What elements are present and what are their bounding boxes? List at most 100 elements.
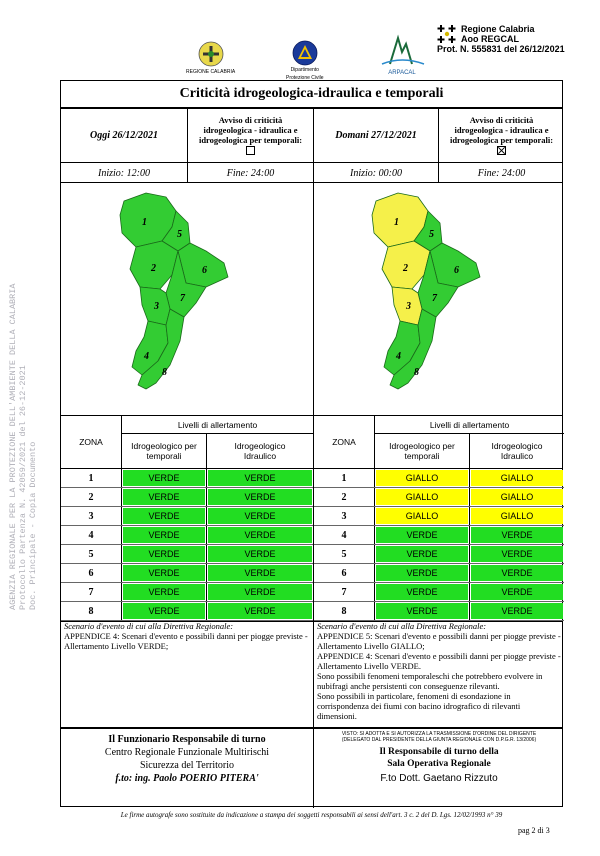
- tomorrow-zone-number: 5: [341, 548, 347, 560]
- tomorrow-map-label-4: 4: [395, 351, 401, 362]
- tomorrow-map-label-6: 6: [454, 265, 459, 276]
- tomorrow-map-label-5: 5: [429, 229, 434, 240]
- tomorrow-level-temporali: GIALLO: [376, 470, 468, 486]
- tomorrow-zone-map: 1 5 2 6 7 3 4 8: [371, 192, 481, 390]
- tomorrow-level-temporali: VERDE: [376, 603, 468, 619]
- tomorrow-scenario-text-2: APPENDICE 4: Scenari d'evento e possibil…: [317, 651, 561, 671]
- today-level-row-2: 2 VERDE VERDE: [61, 488, 313, 507]
- tomorrow-zone-number: 2: [341, 491, 347, 503]
- tomorrow-col1-header: Idrogeologico per temporali: [375, 434, 469, 468]
- tomorrow-level-row-1: 1 GIALLO GIALLO: [314, 469, 564, 488]
- today-map-label-1: 1: [142, 217, 147, 228]
- tomorrow-avviso-line-2: idrogeologica - idraulica e: [454, 125, 549, 135]
- tomorrow-map-zone-8: [389, 308, 437, 390]
- tomorrow-zone-number: 7: [341, 586, 347, 598]
- tomorrow-level-idraulico: GIALLO: [471, 489, 563, 505]
- tomorrow-level-idraulico: VERDE: [471, 565, 563, 581]
- operations-title-2: Sala Operativa Regionale: [387, 759, 491, 769]
- today-avviso: Avviso di criticità idrogeologica - idra…: [188, 109, 313, 161]
- regione-emblem-icon: [198, 41, 223, 67]
- today-map-zone-8: [137, 308, 185, 390]
- today-level-temporali: VERDE: [123, 508, 205, 524]
- tomorrow-level-temporali: VERDE: [376, 565, 468, 581]
- tomorrow-level-idraulico: VERDE: [471, 603, 563, 619]
- regione-crosses-icon: [437, 25, 456, 43]
- today-level-idraulico: VERDE: [208, 546, 312, 562]
- tomorrow-zone-header: ZONA: [332, 437, 356, 447]
- tomorrow-start: Inizio: 00:00: [350, 167, 402, 179]
- tomorrow-scenario: Scenario d'evento di cui alla Direttiva …: [317, 621, 561, 721]
- today-zone-number: 8: [88, 605, 94, 617]
- functionary-title: Il Funzionario Responsabile di turno: [108, 734, 266, 745]
- tomorrow-level-row-4: 4 VERDE VERDE: [314, 526, 564, 545]
- today-col2-line-1: Idrogeologico: [234, 441, 286, 451]
- today-map-label-5: 5: [177, 229, 182, 240]
- pc-caption-1: Dipartimento: [290, 67, 319, 73]
- tomorrow-zone-number: 6: [341, 567, 347, 579]
- today-map-label-2: 2: [150, 263, 156, 274]
- tomorrow-level-row-2: 2 GIALLO GIALLO: [314, 488, 564, 507]
- watermark-line-1: AGENZIA REGIONALE PER LA PROTEZIONE DELL…: [8, 283, 18, 610]
- today-avviso-line-3: idrogeologica per temporali:: [198, 135, 303, 145]
- today-zone-number: 3: [88, 510, 94, 522]
- tomorrow-col2-header: Idrogeologico Idraulico: [470, 434, 564, 468]
- tomorrow-col2-line-2: Idraulico: [500, 451, 534, 461]
- operations-name: F.to Dott. Gaetano Rizzuto: [380, 773, 498, 784]
- today-level-row-8: 8 VERDE VERDE: [61, 602, 313, 621]
- protocol-line-3: Prot. N. 555831 del 26/12/2021: [437, 44, 565, 54]
- tomorrow-zone-number: 1: [341, 472, 347, 484]
- tomorrow-avviso: Avviso di criticità idrogeologica - idra…: [439, 109, 564, 161]
- today-level-row-5: 5 VERDE VERDE: [61, 545, 313, 564]
- bulletin-title: Criticità idrogeologica-idraulica e temp…: [179, 86, 444, 101]
- today-level-row-6: 6 VERDE VERDE: [61, 564, 313, 583]
- today-date: Oggi 26/12/2021: [89, 129, 159, 141]
- today-map-label-4: 4: [143, 351, 149, 362]
- tomorrow-level-idraulico: GIALLO: [471, 508, 563, 524]
- tomorrow-zone-number: 4: [341, 529, 347, 541]
- today-end: Fine: 24:00: [226, 167, 275, 179]
- today-avviso-checkbox: [246, 146, 255, 155]
- tomorrow-col2-line-1: Idrogeologico: [491, 441, 543, 451]
- functionary-signature: Il Funzionario Responsabile di turno Cen…: [61, 729, 313, 801]
- today-zone-number: 5: [88, 548, 94, 560]
- functionary-centre: Centro Regionale Funzionale Multirischi: [104, 747, 270, 758]
- today-level-temporali: VERDE: [123, 584, 205, 600]
- today-level-temporali: VERDE: [123, 470, 205, 486]
- tomorrow-zone-number: 8: [341, 605, 347, 617]
- today-scenario-text: APPENDICE 4: Scenari d'evento e possibil…: [64, 631, 308, 651]
- tomorrow-avviso-line-1: Avviso di criticità: [469, 115, 534, 125]
- tomorrow-level-row-5: 5 VERDE VERDE: [314, 545, 564, 564]
- tomorrow-col1-line-2: temporali: [404, 451, 440, 461]
- tomorrow-level-temporali: GIALLO: [376, 489, 468, 505]
- tomorrow-map-zone-2: [381, 240, 431, 290]
- today-level-row-7: 7 VERDE VERDE: [61, 583, 313, 602]
- arpacal-protocol-watermark: AGENZIA REGIONALE PER LA PROTEZIONE DELL…: [8, 230, 38, 610]
- protezione-civile-logo: Dipartimento Protezione Civile: [286, 40, 324, 81]
- tomorrow-level-idraulico: VERDE: [471, 584, 563, 600]
- protocol-line-1: Regione Calabria: [461, 24, 535, 34]
- today-zone-map: 1 5 2 6 7 3 4 8: [119, 192, 229, 390]
- tomorrow-level-temporali: GIALLO: [376, 508, 468, 524]
- today-level-idraulico: VERDE: [208, 584, 312, 600]
- tomorrow-map-label-1: 1: [394, 217, 399, 228]
- today-map-label-8: 8: [162, 367, 167, 378]
- today-zone-number: 7: [88, 586, 94, 598]
- tomorrow-zone-number: 3: [341, 510, 347, 522]
- today-level-idraulico: VERDE: [208, 470, 312, 486]
- today-level-temporali: VERDE: [123, 527, 205, 543]
- today-level-idraulico: VERDE: [208, 508, 312, 524]
- tomorrow-map-label-8: 8: [414, 367, 419, 378]
- tomorrow-level-row-7: 7 VERDE VERDE: [314, 583, 564, 602]
- tomorrow-level-idraulico: VERDE: [471, 546, 563, 562]
- functionary-dept: Sicurezza del Territorio: [139, 760, 235, 771]
- today-zone-header: ZONA: [79, 437, 103, 447]
- protocol-stamp: Regione Calabria Aoo REGCAL Prot. N. 555…: [437, 24, 565, 55]
- today-col2-header: Idrogeologico Idraulico: [207, 434, 313, 468]
- today-level-idraulico: VERDE: [208, 565, 312, 581]
- today-zone-number: 1: [88, 472, 94, 484]
- today-col2-line-2: Idraulico: [243, 451, 277, 461]
- today-level-temporali: VERDE: [123, 546, 205, 562]
- today-level-temporali: VERDE: [123, 603, 205, 619]
- tomorrow-level-temporali: VERDE: [376, 527, 468, 543]
- bulletin-frame: Criticità idrogeologica-idraulica e temp…: [60, 80, 564, 808]
